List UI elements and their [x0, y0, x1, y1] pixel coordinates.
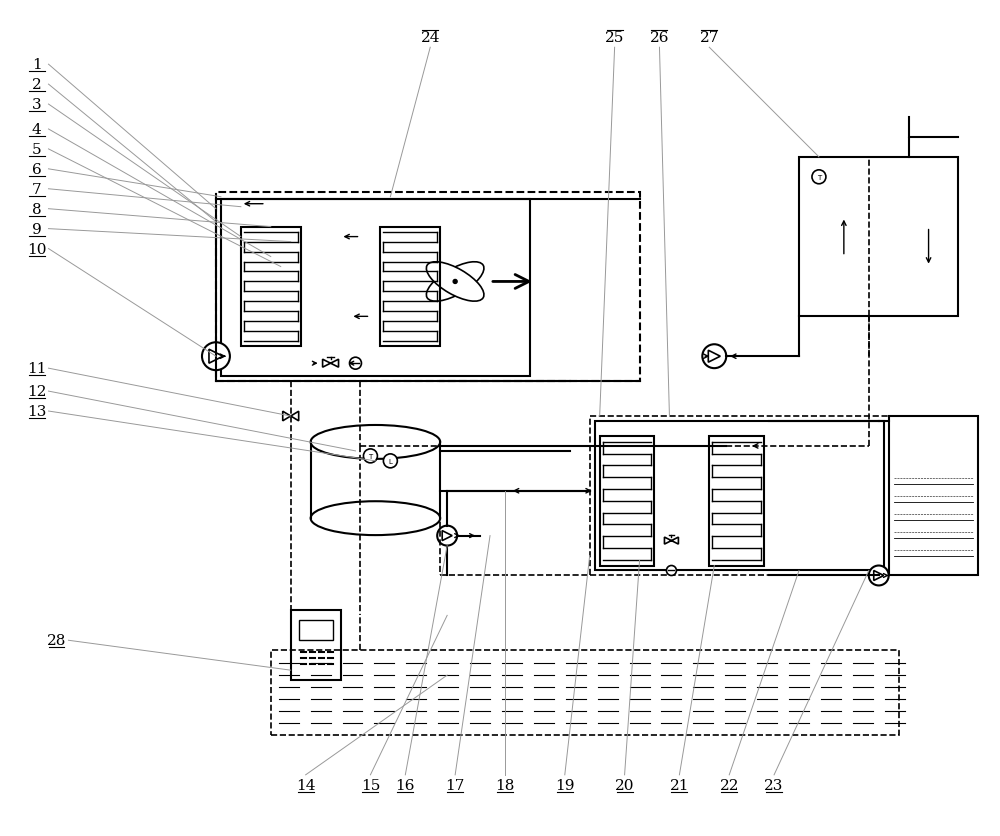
Bar [709, 436, 764, 566]
Bar [595, 421, 884, 571]
Text: 17: 17 [445, 777, 465, 792]
Text: 5: 5 [32, 143, 41, 156]
Bar [380, 227, 440, 347]
Bar [241, 227, 301, 347]
Circle shape [383, 454, 397, 468]
Circle shape [666, 566, 676, 576]
Polygon shape [664, 538, 678, 544]
Text: 10: 10 [27, 242, 46, 257]
Text: 23: 23 [764, 777, 784, 792]
Circle shape [350, 358, 361, 370]
Text: 15: 15 [361, 777, 380, 792]
Text: 20: 20 [615, 777, 634, 792]
Polygon shape [209, 349, 223, 364]
Circle shape [453, 280, 457, 284]
Polygon shape [874, 571, 884, 581]
Circle shape [812, 171, 826, 185]
Bar [590, 416, 889, 576]
Text: 25: 25 [605, 31, 624, 45]
Bar [291, 610, 341, 681]
Circle shape [363, 450, 377, 463]
Bar [221, 200, 530, 377]
Text: 28: 28 [47, 634, 66, 648]
Text: 26: 26 [650, 31, 669, 45]
Bar [889, 416, 978, 576]
Ellipse shape [311, 502, 440, 536]
Text: 4: 4 [32, 123, 41, 137]
Bar [216, 192, 640, 382]
Text: T: T [368, 453, 373, 459]
Circle shape [202, 343, 230, 370]
Circle shape [869, 566, 889, 586]
Text: 16: 16 [396, 777, 415, 792]
Ellipse shape [426, 263, 484, 302]
Text: L: L [388, 458, 392, 464]
Bar [799, 158, 958, 317]
Ellipse shape [311, 426, 440, 459]
Text: 7: 7 [32, 182, 41, 196]
Text: 2: 2 [32, 78, 41, 92]
Text: 9: 9 [32, 222, 41, 237]
Polygon shape [323, 359, 339, 368]
Bar [271, 650, 899, 735]
Bar [299, 620, 333, 640]
Bar [600, 436, 654, 566]
Text: 13: 13 [27, 405, 46, 419]
Text: 11: 11 [27, 362, 46, 375]
Text: 21: 21 [670, 777, 689, 792]
Text: 24: 24 [420, 31, 440, 45]
Polygon shape [708, 351, 720, 363]
Ellipse shape [426, 263, 484, 302]
Text: 1: 1 [32, 59, 41, 72]
Text: 8: 8 [32, 202, 41, 217]
Circle shape [702, 344, 726, 369]
Text: 19: 19 [555, 777, 575, 792]
Text: 27: 27 [700, 31, 719, 45]
Text: T: T [817, 175, 821, 181]
Text: 18: 18 [495, 777, 515, 792]
Polygon shape [283, 411, 299, 421]
Text: 6: 6 [32, 163, 41, 176]
Polygon shape [442, 531, 452, 541]
Text: 12: 12 [27, 385, 46, 399]
Text: 14: 14 [296, 777, 315, 792]
Text: 3: 3 [32, 98, 41, 112]
Circle shape [437, 526, 457, 546]
Text: 22: 22 [719, 777, 739, 792]
